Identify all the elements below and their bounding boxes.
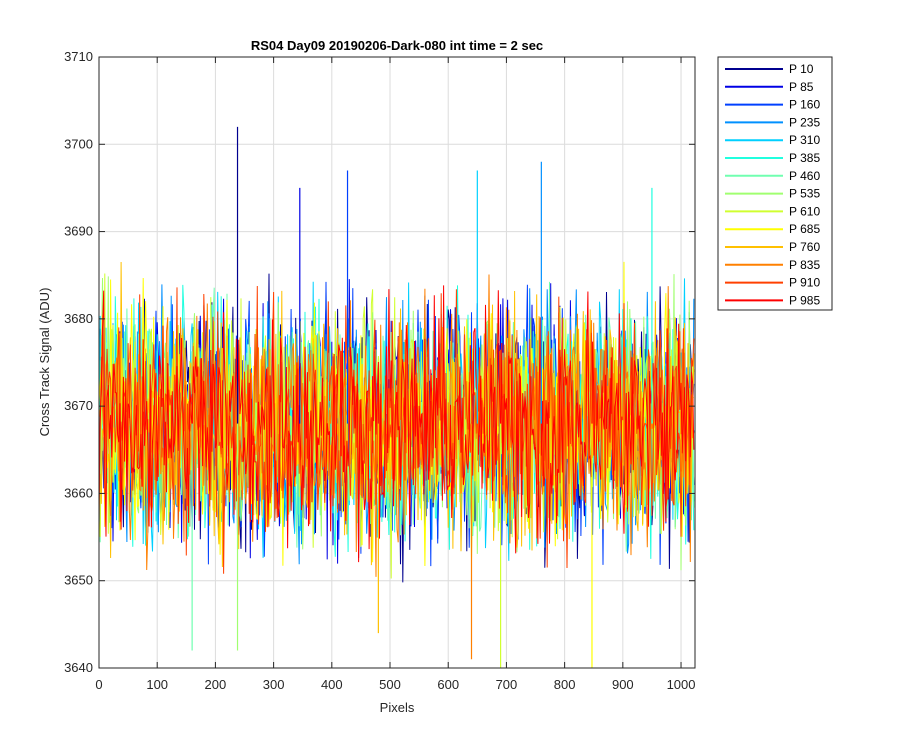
- legend-label: P 85: [789, 80, 814, 94]
- series-group: [98, 126, 695, 668]
- y-tick-label: 3680: [64, 311, 93, 326]
- legend-label: P 235: [789, 115, 820, 129]
- legend-label: P 835: [789, 258, 820, 272]
- x-tick-label: 800: [554, 677, 576, 692]
- x-tick-label: 400: [321, 677, 343, 692]
- chart-title: RS04 Day09 20190206-Dark-080 int time = …: [251, 38, 543, 53]
- legend-label: P 535: [789, 187, 820, 201]
- legend: P 10 P 85 P 160 P 235 P 310 P 385 P 460 P 535 P …: [717, 56, 833, 311]
- y-tick-label: 3670: [64, 398, 93, 413]
- legend-label: P 910: [789, 276, 820, 290]
- legend-label: P 610: [789, 204, 820, 218]
- legend-box: [717, 56, 833, 311]
- y-tick-label: 3650: [64, 573, 93, 588]
- x-tick-label: 1000: [667, 677, 696, 692]
- legend-label: P 685: [789, 222, 820, 236]
- x-tick-label: 600: [437, 677, 459, 692]
- legend-label: P 760: [789, 240, 820, 254]
- x-tick-label: 200: [205, 677, 227, 692]
- y-tick-label: 3710: [64, 49, 93, 64]
- x-axis-label: Pixels: [380, 700, 415, 715]
- legend-label: P 460: [789, 169, 820, 183]
- y-tick-label: 3700: [64, 136, 93, 151]
- x-tick-label: 500: [379, 677, 401, 692]
- legend-label: P 385: [789, 151, 820, 165]
- y-axis-ticks: 3640 3650 3660 3670 3680 3690 3700 3710: [64, 49, 695, 675]
- plot-frame: [98, 56, 696, 669]
- x-axis-ticks: 0 100 200 300 400 500 600 700 800 900 1000: [95, 57, 695, 692]
- legend-label: P 985: [789, 293, 820, 307]
- legend-label: P 160: [789, 98, 820, 112]
- x-tick-label: 100: [146, 677, 168, 692]
- series-line-p985: [98, 285, 695, 563]
- legend-label: P 10: [789, 62, 814, 76]
- x-tick-label: 0: [95, 677, 102, 692]
- x-tick-label: 900: [612, 677, 634, 692]
- y-tick-label: 3660: [64, 485, 93, 500]
- y-axis-label: Cross Track Signal (ADU): [37, 288, 52, 437]
- x-tick-label: 300: [263, 677, 285, 692]
- y-tick-label: 3690: [64, 224, 93, 239]
- x-tick-label: 700: [496, 677, 518, 692]
- legend-label: P 310: [789, 133, 820, 147]
- y-tick-label: 3640: [64, 660, 93, 675]
